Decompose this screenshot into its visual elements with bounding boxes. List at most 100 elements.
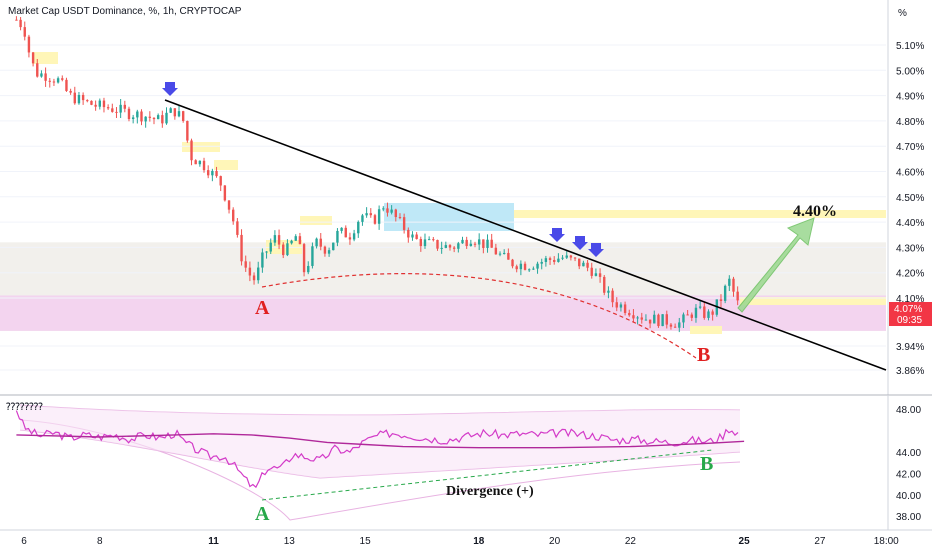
candle-body [19, 19, 22, 28]
candle-body [115, 111, 118, 113]
candle-body [736, 291, 739, 301]
candle-body [544, 258, 548, 262]
candle-body [623, 304, 627, 313]
rsi-tick-label: 48.00 [896, 405, 921, 416]
candle-body [365, 213, 368, 216]
candle-body [690, 314, 693, 318]
down-arrow-0 [162, 82, 178, 96]
candle-body [719, 299, 723, 301]
rsi-band-fill [20, 405, 740, 478]
candle-body [448, 245, 452, 248]
candle-body [106, 107, 110, 109]
candle-body [265, 251, 268, 253]
highlight-box-2 [214, 160, 238, 170]
indicator-label: ⁇⁇⁇⁇ [6, 402, 43, 413]
price-tick-label: 4.20% [896, 269, 924, 280]
candle-body [519, 263, 523, 270]
price-tick-label: 4.70% [896, 142, 924, 153]
rsi-tick-label: 44.00 [896, 448, 921, 459]
price-tick-label: 4.10% [896, 294, 924, 305]
candle-body [48, 80, 51, 82]
candle-body [140, 111, 143, 122]
candle-body [494, 247, 498, 255]
candle-body [144, 116, 147, 122]
candle-body [632, 315, 635, 319]
candle-body [36, 63, 39, 77]
candle-body [615, 302, 618, 308]
time-tick-label: 11 [208, 536, 219, 547]
candle-body [711, 311, 714, 315]
candle-body [457, 243, 460, 249]
price-label-b: B [697, 344, 710, 366]
price-tick-label: 3.94% [896, 342, 924, 353]
candle-body [294, 236, 297, 241]
candle-body [407, 229, 410, 238]
candle-body [482, 239, 485, 248]
candle-body [515, 266, 518, 270]
candle-body [669, 324, 673, 327]
candle-body [486, 239, 489, 248]
candle-body [252, 275, 256, 281]
candle-body [377, 209, 381, 224]
candle-body [165, 112, 168, 124]
candle-body [561, 257, 564, 259]
candle-body [394, 209, 397, 218]
candle-body [598, 273, 602, 277]
price-tick-label: 4.60% [896, 168, 924, 179]
candle-body [111, 108, 114, 112]
rsi-layer [15, 404, 745, 521]
time-tick-label: 27 [814, 536, 826, 547]
candle-body [73, 92, 76, 104]
candle-body [336, 230, 339, 243]
percent-unit-label: % [898, 8, 907, 19]
candle-body [282, 244, 285, 256]
candle-body [682, 314, 685, 323]
candle-body [732, 278, 735, 292]
arc-dashed-curve [261, 273, 697, 359]
candle-body [465, 239, 468, 247]
candle-body [102, 100, 106, 108]
candle-body [181, 111, 185, 121]
candle-body [390, 209, 393, 213]
candle-body [528, 269, 531, 271]
candle-body [65, 79, 68, 91]
rsi-label-a: A [255, 503, 270, 525]
candle-body [315, 238, 318, 247]
candle-body [123, 104, 127, 109]
blue-box [384, 203, 514, 231]
candle-body [136, 111, 139, 118]
price-tick-label: 5.00% [896, 66, 924, 77]
candle-body [261, 252, 264, 268]
candle-body [227, 200, 231, 210]
highlight-box-4 [300, 216, 332, 225]
candle-body [52, 81, 56, 83]
candle-body [698, 306, 702, 308]
down-arrow-1 [549, 228, 565, 242]
target-label: 4.40% [793, 203, 837, 220]
candle-body [553, 259, 556, 262]
candle-body [419, 239, 423, 247]
candle-body [594, 273, 598, 276]
candle-body [507, 252, 510, 260]
candle-body [56, 78, 60, 83]
down-arrow-2 [572, 236, 588, 250]
candle-body [436, 239, 439, 249]
candle-body [98, 100, 101, 107]
candle-body [94, 104, 97, 107]
price-tick-label: 4.80% [896, 117, 924, 128]
candle-body [678, 322, 681, 328]
candle-body [269, 242, 272, 252]
highlight-box-1 [182, 142, 220, 152]
candle-body [686, 314, 689, 316]
rsi-ma-line [16, 433, 745, 449]
candle-body [728, 278, 731, 286]
candle-body [536, 263, 539, 269]
candle-body [640, 317, 643, 320]
candle-body [557, 258, 560, 262]
time-tick-label: 8 [97, 536, 103, 547]
candle-body [573, 257, 577, 259]
candle-body [477, 239, 481, 245]
candle-body [298, 236, 302, 245]
